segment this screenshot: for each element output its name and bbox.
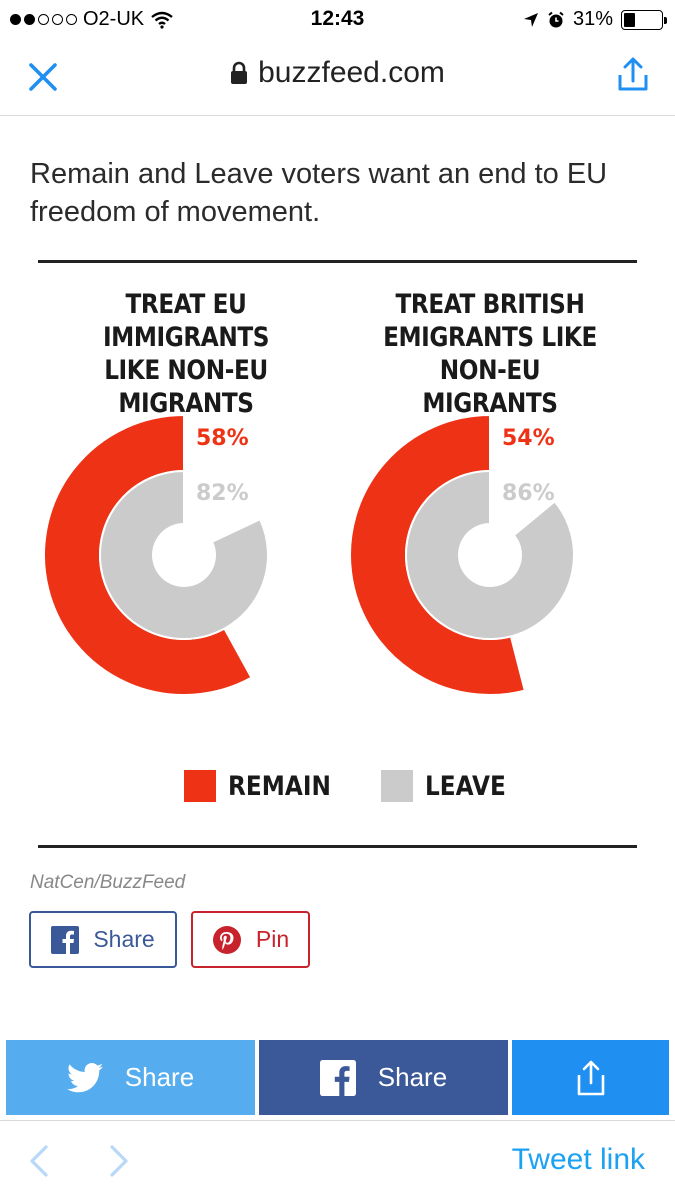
legend-swatch-leave <box>381 770 413 802</box>
browser-toolbar: Tweet link <box>0 1120 675 1200</box>
chart-legend: REMAIN LEAVE <box>38 770 637 810</box>
legend-label-leave: LEAVE <box>425 770 506 802</box>
legend-item-leave: LEAVE <box>381 770 519 802</box>
twitter-bird-icon <box>66 1062 103 1092</box>
carrier-label: O2-UK <box>83 8 145 30</box>
system-share-button[interactable] <box>512 1040 669 1115</box>
status-right: 31% <box>523 8 667 31</box>
arc-leave-chart-1 <box>99 469 269 640</box>
legend-swatch-remain <box>184 770 216 802</box>
pinterest-pin-label: Pin <box>255 926 290 952</box>
browser-nav-bar: buzzfeed.com <box>0 40 675 116</box>
value-label-leave-chart-1: 82% <box>196 481 249 506</box>
alarm-icon <box>548 11 564 27</box>
facebook-share-bar-label: Share <box>377 1062 448 1092</box>
article-headline: Remain and Leave voters want an end to E… <box>30 158 608 228</box>
back-chevron-icon[interactable] <box>24 1141 54 1181</box>
top-divider <box>38 260 637 263</box>
radial-charts: 58% 82% 54% 86% <box>43 413 575 696</box>
battery-percent: 31% <box>572 8 613 30</box>
battery-fill <box>624 12 636 27</box>
status-left: O2-UK <box>10 8 174 31</box>
twitter-share-label: Share <box>124 1062 195 1092</box>
pinterest-pin-button[interactable]: Pin <box>191 911 310 968</box>
twitter-share-button[interactable]: Share <box>6 1040 255 1115</box>
forward-chevron-icon[interactable] <box>104 1141 134 1181</box>
share-icon <box>577 1060 604 1095</box>
url-text: buzzfeed.com <box>258 56 445 89</box>
pinterest-icon <box>212 925 241 954</box>
legend-item-remain: REMAIN <box>184 770 348 802</box>
lock-icon <box>231 61 248 84</box>
source-credit: NatCen/BuzzFeed <box>30 872 186 893</box>
location-arrow-icon <box>523 12 538 27</box>
status-bar: O2-UK 12:43 31% <box>0 0 675 40</box>
chart-title-left: TREAT EU IMMIGRANTS LIKE NON-EU MIGRANTS <box>102 289 270 419</box>
arc-leave-chart-2 <box>405 469 575 640</box>
infographic: TREAT EU IMMIGRANTS LIKE NON-EU MIGRANTS… <box>38 260 637 850</box>
facebook-icon <box>319 1059 356 1096</box>
facebook-share-bar-button[interactable]: Share <box>259 1040 508 1115</box>
facebook-share-button[interactable]: Share <box>29 911 177 968</box>
wifi-icon <box>151 11 173 29</box>
chart-title-right: TREAT BRITISH EMIGRANTS LIKE NON-EU MIGR… <box>383 289 597 419</box>
close-icon[interactable] <box>26 60 60 94</box>
legend-label-remain: REMAIN <box>228 770 331 802</box>
value-label-remain-chart-1: 58% <box>196 426 249 451</box>
battery-icon <box>621 9 667 30</box>
value-label-remain-chart-2: 54% <box>502 426 555 451</box>
share-bar: Share Share <box>6 1040 669 1115</box>
tweet-link-button[interactable]: Tweet link <box>511 1143 645 1176</box>
facebook-icon <box>51 925 80 954</box>
bottom-divider <box>38 845 637 848</box>
signal-dots-icon <box>10 14 77 25</box>
status-time: 12:43 <box>310 7 365 30</box>
share-icon[interactable] <box>613 56 653 96</box>
value-label-leave-chart-2: 86% <box>502 481 555 506</box>
facebook-share-label: Share <box>93 926 155 952</box>
url-display[interactable]: buzzfeed.com <box>0 56 675 90</box>
